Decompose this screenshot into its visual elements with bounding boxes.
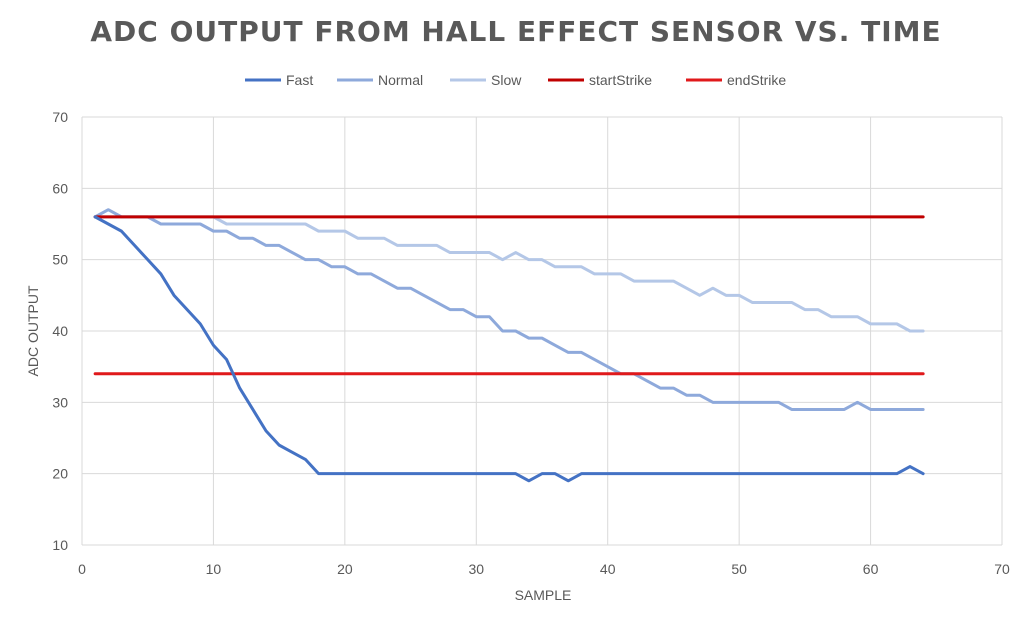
x-tick-label: 70 [994,561,1010,577]
x-axis-ticks: 0 10 20 30 40 50 60 70 [78,561,1010,577]
y-axis-label: ADC OUTPUT [25,285,41,376]
x-axis-label: SAMPLE [515,587,572,603]
legend-label-fast: Fast [286,72,313,88]
y-tick-label: 20 [52,466,68,482]
series-line-normal [93,208,925,411]
y-tick-label: 10 [52,537,68,553]
legend-label-normal: Normal [378,72,423,88]
y-tick-label: 50 [52,252,68,268]
x-tick-label: 20 [337,561,353,577]
legend-label-startstrike: startStrike [589,72,652,88]
x-tick-label: 60 [863,561,879,577]
x-tick-label: 0 [78,561,86,577]
gridlines [81,116,1003,546]
x-tick-label: 30 [468,561,484,577]
series-lines [93,208,925,483]
x-tick-label: 50 [731,561,747,577]
series-line-slow [93,215,925,333]
legend-label-slow: Slow [491,72,522,88]
legend: Fast Normal Slow startStrike endStrike [245,72,786,88]
x-tick-label: 40 [600,561,616,577]
series-line-fast [93,215,925,483]
y-tick-label: 30 [52,394,68,410]
chart-title: ADC OUTPUT FROM HALL EFFECT SENSOR VS. T… [90,15,941,48]
y-tick-label: 40 [52,323,68,339]
y-axis-ticks: 10 20 30 40 50 60 70 [52,109,68,553]
y-tick-label: 60 [52,180,68,196]
legend-label-endstrike: endStrike [727,72,786,88]
y-tick-label: 70 [52,109,68,125]
x-tick-label: 10 [206,561,222,577]
